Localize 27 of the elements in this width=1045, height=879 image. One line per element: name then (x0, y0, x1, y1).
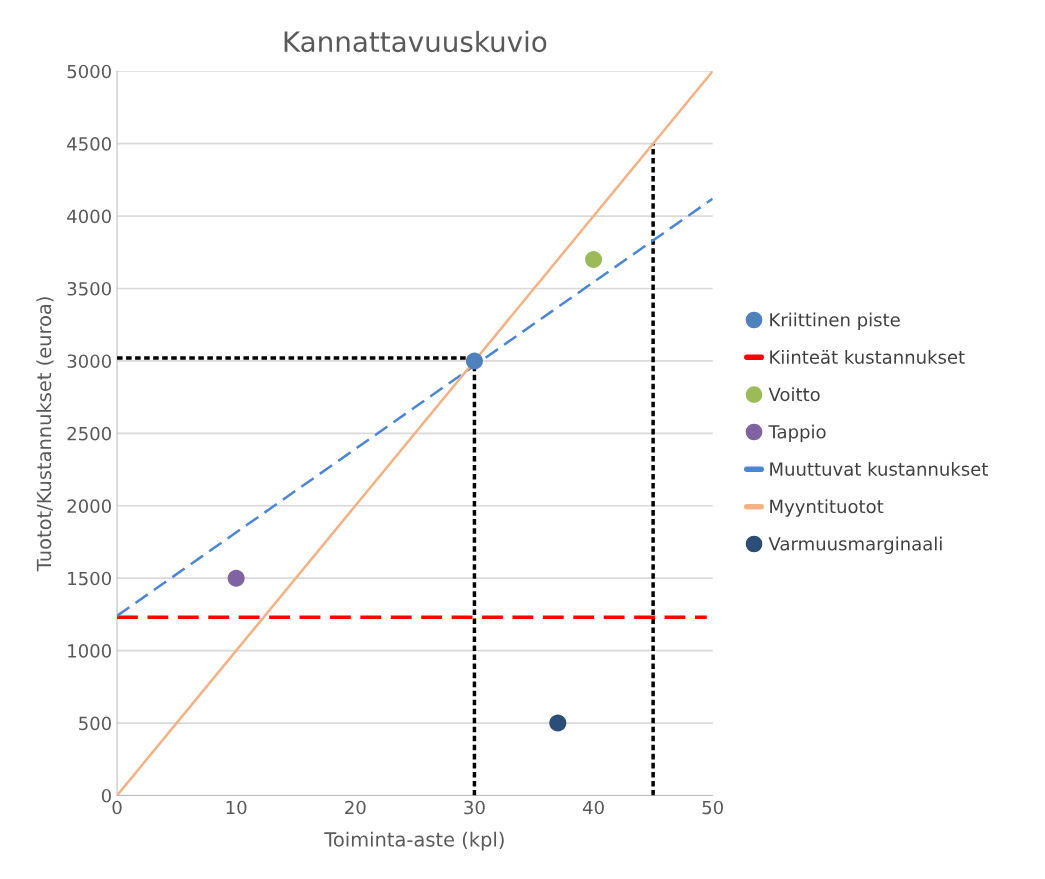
legend-label: Tappio (768, 424, 826, 443)
legend-label: Varmuusmarginaali (768, 536, 942, 555)
legend-label: Kiinteät kustannukset (770, 349, 965, 364)
x-tick-label: 50 (702, 800, 723, 815)
legend-label: Muuttuvat kustannukset (770, 461, 988, 476)
y-tick-label: 4000 (67, 209, 111, 224)
x-tick-label: 20 (345, 800, 366, 815)
x-tick-label: 40 (582, 800, 604, 815)
y-tick-label: 1500 (68, 571, 111, 586)
y-tick-label: 1000 (68, 644, 111, 658)
x-tick-label: 0 (112, 800, 122, 815)
x-tick-label: 30 (464, 800, 485, 815)
y-axis-title: Tuotot/Kustannukset (euroa) (36, 297, 54, 572)
y-tick-label: 3500 (67, 281, 111, 296)
y-tick-label: 0 (101, 788, 111, 803)
y-tick-label: 2000 (67, 499, 111, 513)
legend-label: Voitto (768, 387, 820, 402)
y-tick-label: 5000 (67, 64, 111, 79)
y-tick-label: 4500 (67, 137, 111, 151)
y-tick-label: 500 (79, 716, 111, 731)
legend-label: Kriittinen piste (770, 312, 900, 331)
x-axis-title: Toiminta-aste (kpl) (324, 831, 504, 851)
chart-title: Kannattavuuskuvio (284, 30, 547, 53)
x-tick-label: 10 (226, 800, 247, 815)
y-tick-label: 3000 (67, 354, 111, 369)
legend-label: Myyntituotot (770, 499, 884, 517)
y-tick-label: 2500 (67, 426, 111, 441)
